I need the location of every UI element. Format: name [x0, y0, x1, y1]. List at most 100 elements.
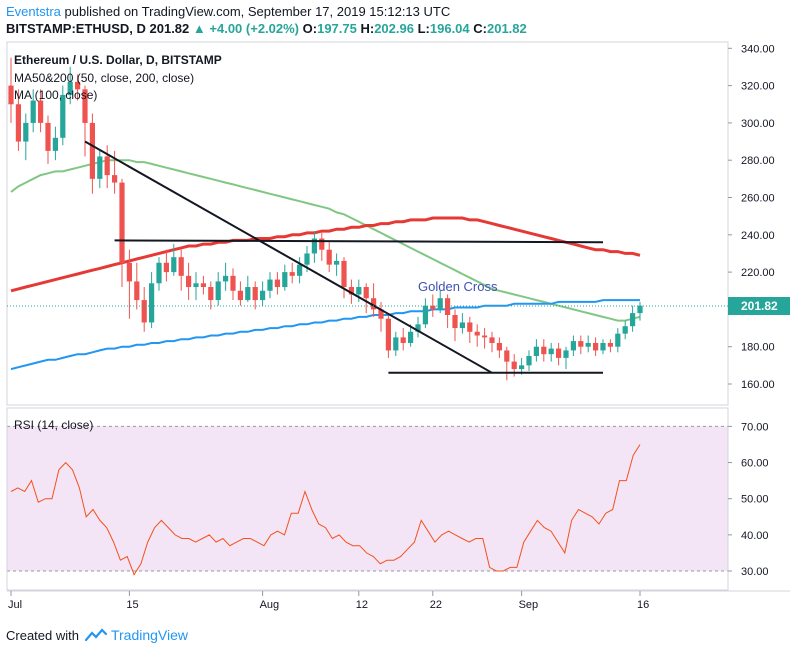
candle: [622, 320, 628, 340]
ma200-line: [10, 216, 641, 293]
candle: [615, 328, 621, 353]
candle: [459, 313, 465, 334]
candle-body: [245, 287, 251, 301]
candle: [408, 324, 414, 347]
candle: [252, 281, 258, 310]
open-label: O:: [302, 21, 318, 36]
candle-body: [119, 182, 125, 263]
candle: [223, 262, 229, 291]
candle: [208, 281, 214, 310]
header-bar: Eventstra published on TradingView.com, …: [0, 0, 790, 40]
candle-body: [496, 342, 502, 351]
candle-body: [615, 333, 621, 347]
time-tick-label: 12: [356, 599, 368, 611]
candle-body: [52, 137, 58, 151]
candle-body: [630, 313, 636, 327]
candle-body: [474, 331, 480, 336]
candle-body: [186, 275, 192, 288]
candle: [67, 66, 73, 105]
candle-body: [223, 275, 229, 282]
publish-info: published on TradingView.com, September …: [64, 4, 451, 19]
candle-body: [237, 290, 243, 301]
rsi-tick-label: 40.00: [741, 530, 769, 542]
candle: [126, 249, 132, 319]
candle: [600, 339, 606, 355]
ohlc-line: BITSTAMP:ETHUSD, D 201.82 ▲ +4.00 (+2.02…: [6, 21, 527, 36]
candle: [371, 283, 377, 317]
candle: [171, 244, 177, 276]
candle: [341, 257, 347, 299]
candle-body: [260, 290, 266, 301]
candle: [563, 346, 569, 370]
legend-ma50-200: MA50&200 (50, close, 200, close): [14, 71, 194, 85]
trend-line: [84, 140, 493, 374]
candle: [496, 337, 502, 358]
candle-body: [289, 272, 295, 276]
candle-body: [482, 335, 488, 338]
candle: [319, 232, 325, 261]
candle: [282, 264, 288, 291]
candle-body: [341, 260, 347, 288]
close-value: 201.82: [486, 21, 527, 36]
candle: [504, 346, 510, 381]
footer: Created with TradingView: [6, 627, 188, 643]
publish-line: Eventstra published on TradingView.com, …: [6, 4, 450, 19]
candle-body: [134, 281, 140, 301]
candle: [119, 178, 125, 288]
price-tick-label: 260.00: [741, 193, 775, 205]
rsi-tick-label: 30.00: [741, 566, 769, 578]
candle-body: [112, 175, 118, 183]
candle: [97, 150, 103, 189]
candle-body: [363, 287, 369, 299]
price-tick-label: 300.00: [741, 118, 775, 130]
candle-body: [511, 361, 517, 370]
candle-body: [408, 331, 414, 343]
rsi-legend: RSI (14, close): [14, 418, 93, 432]
candle-body: [282, 272, 288, 288]
candle: [474, 324, 480, 347]
legend-title: Ethereum / U.S. Dollar, D, BITSTAMP: [14, 53, 222, 67]
candle: [445, 294, 451, 329]
candle: [104, 145, 110, 189]
candle: [267, 272, 273, 299]
candle-body: [215, 281, 221, 301]
candle-body: [252, 287, 258, 301]
candle: [533, 339, 539, 362]
candle: [82, 85, 88, 157]
rsi-band: [7, 426, 728, 571]
rsi-line: [10, 444, 641, 576]
candle-body: [430, 305, 436, 310]
candle-body: [178, 257, 184, 276]
candle-body: [422, 305, 428, 325]
candle: [400, 328, 406, 351]
time-tick-label: Sep: [519, 599, 539, 611]
trend-line: [114, 239, 604, 244]
price-tick-label: 320.00: [741, 81, 775, 93]
candle-body: [378, 309, 384, 319]
candle: [482, 328, 488, 349]
price-tick-label: 220.00: [741, 267, 775, 279]
price-tick-label: 160.00: [741, 379, 775, 391]
time-tick-label: 16: [637, 599, 649, 611]
candle-body: [556, 348, 562, 358]
tradingview-link[interactable]: TradingView: [110, 627, 189, 643]
candle-body: [348, 287, 354, 295]
candle: [570, 335, 576, 357]
candle: [526, 350, 532, 371]
candle-body: [452, 314, 458, 329]
candle: [430, 294, 436, 317]
candle-body: [171, 257, 177, 273]
time-tick-label: Jul: [8, 599, 22, 611]
author-link[interactable]: Eventstra: [6, 4, 61, 19]
candle: [237, 281, 243, 306]
candle-body: [504, 350, 510, 362]
candle: [230, 268, 236, 301]
candle: [452, 309, 458, 342]
high-label: H:: [360, 21, 375, 36]
candle: [149, 272, 155, 329]
candle: [178, 249, 184, 291]
candle-body: [97, 156, 103, 179]
time-tick-label: 22: [430, 599, 442, 611]
low-value: 196.04: [429, 21, 470, 36]
